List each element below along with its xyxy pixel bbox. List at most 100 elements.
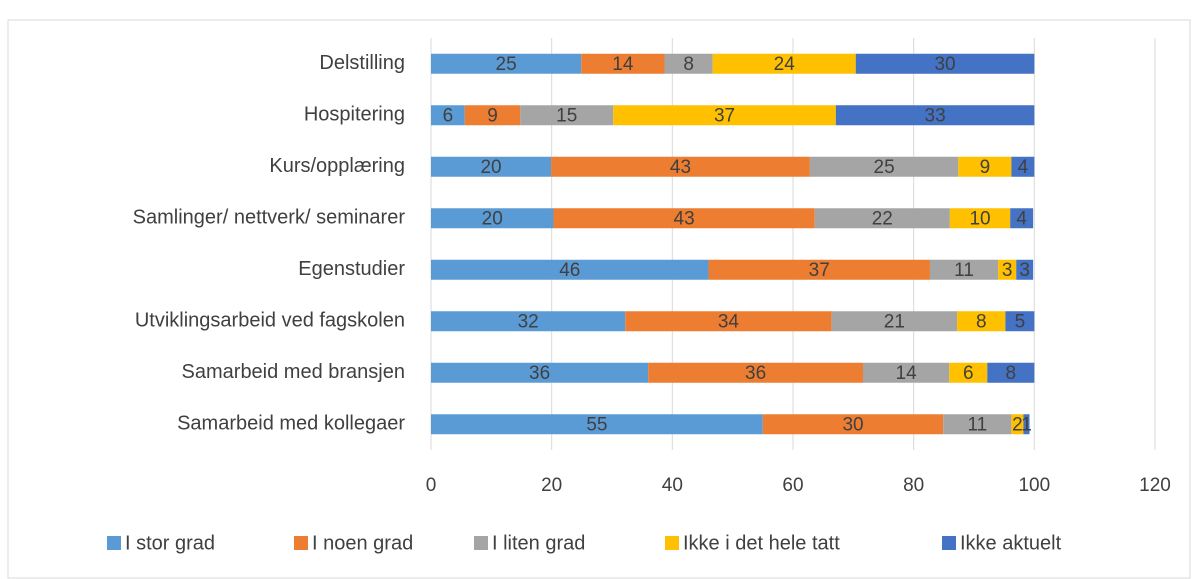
data-label: 46	[559, 260, 580, 281]
bar-segment	[957, 311, 1006, 332]
legend-swatch	[474, 536, 488, 550]
bar-segment	[949, 208, 1011, 229]
data-label: 4	[1018, 157, 1029, 178]
bar-segment	[855, 53, 1035, 74]
bar-segment	[998, 259, 1017, 280]
bar-segment	[431, 414, 763, 435]
chart-border	[7, 19, 1191, 579]
data-label: 32	[518, 311, 539, 332]
bar-segment	[553, 208, 815, 229]
bar-segment	[520, 105, 614, 126]
data-label: 3	[1002, 260, 1013, 281]
category-label: Egenstudier	[298, 258, 405, 280]
bar-segment	[431, 208, 554, 229]
data-label: 8	[1006, 363, 1017, 384]
data-label: 20	[482, 208, 503, 229]
bar-segment	[831, 311, 958, 332]
category-label: Hospitering	[304, 104, 405, 126]
category-label: Kurs/opplæring	[269, 155, 405, 177]
data-label: 15	[556, 105, 577, 126]
data-label: 5	[1015, 311, 1026, 332]
bar-segment	[708, 259, 930, 280]
legend-swatch	[107, 536, 121, 550]
bar-segment	[431, 105, 465, 126]
bar-segment	[1010, 208, 1034, 229]
bar-segment	[1011, 414, 1024, 435]
legend-swatch	[665, 536, 679, 550]
category-label: Delstilling	[319, 52, 405, 74]
x-tick-label: 100	[1018, 475, 1050, 496]
bar-segment	[431, 259, 709, 280]
legend-swatch	[294, 536, 308, 550]
x-tick-label: 20	[541, 475, 562, 496]
x-tick-label: 80	[903, 475, 924, 496]
legend-swatch	[942, 536, 956, 550]
data-label: 36	[529, 363, 550, 384]
bar-segment	[431, 311, 626, 332]
category-label: Samarbeid med kollegaer	[177, 413, 405, 435]
bar-segment	[431, 362, 649, 383]
data-label: 9	[487, 105, 498, 126]
data-label: 14	[896, 363, 918, 384]
bar-segment	[949, 362, 988, 383]
data-label: 9	[980, 157, 991, 178]
data-label: 43	[670, 157, 691, 178]
data-label: 14	[612, 54, 634, 75]
bar-segment	[613, 105, 836, 126]
legend-label: Ikke i det hele tatt	[683, 532, 840, 554]
bar-segment	[664, 53, 713, 74]
bar-segment	[987, 362, 1035, 383]
data-label: 6	[963, 363, 974, 384]
bar-segment	[809, 156, 959, 177]
bar-segment	[943, 414, 1012, 435]
bar-segment	[762, 414, 944, 435]
data-label: 43	[674, 208, 695, 229]
bar-segment	[1023, 414, 1030, 435]
data-label: 24	[774, 54, 796, 75]
category-label: Samlinger/ nettverk/ seminarer	[133, 207, 406, 229]
bar-segment	[1016, 259, 1034, 280]
data-label: 2	[1012, 414, 1023, 435]
data-label: 55	[586, 414, 607, 435]
data-label: 10	[969, 208, 990, 229]
legend-label: I noen grad	[312, 532, 413, 554]
category-label: Utviklingsarbeid ved fagskolen	[135, 310, 405, 332]
data-label: 30	[934, 54, 955, 75]
legend-label: Ikke aktuelt	[960, 532, 1062, 554]
data-label: 4	[1016, 208, 1027, 229]
data-label: 37	[809, 260, 830, 281]
bar-segment	[551, 156, 810, 177]
bar-segment	[648, 362, 863, 383]
bar-segment	[581, 53, 665, 74]
data-label: 25	[874, 157, 895, 178]
x-tick-label: 120	[1139, 475, 1171, 496]
bar-segment	[431, 156, 552, 177]
bar-segment	[1011, 156, 1035, 177]
bar-segment	[929, 259, 999, 280]
bar-segment	[1005, 311, 1035, 332]
x-tick-label: 0	[426, 475, 437, 496]
data-label: 25	[496, 54, 517, 75]
data-label: 36	[745, 363, 766, 384]
bar-segment	[431, 53, 582, 74]
data-label: 20	[480, 157, 501, 178]
data-label: 37	[714, 105, 735, 126]
data-label: 11	[954, 260, 974, 281]
data-label: 6	[443, 105, 454, 126]
data-label: 3	[1019, 260, 1030, 281]
legend-label: I stor grad	[125, 532, 215, 554]
data-label: 8	[976, 311, 987, 332]
x-tick-label: 40	[662, 475, 683, 496]
category-label: Samarbeid med bransjen	[182, 361, 405, 383]
data-label: 8	[683, 54, 694, 75]
bar-segment	[862, 362, 950, 383]
data-label: 34	[718, 311, 740, 332]
bar-segment	[625, 311, 832, 332]
data-label: 1	[1021, 414, 1032, 435]
legend-label: I liten grad	[492, 532, 585, 554]
data-label: 30	[842, 414, 863, 435]
bar-segment	[958, 156, 1012, 177]
x-tick-label: 60	[782, 475, 803, 496]
data-label: 21	[884, 311, 905, 332]
